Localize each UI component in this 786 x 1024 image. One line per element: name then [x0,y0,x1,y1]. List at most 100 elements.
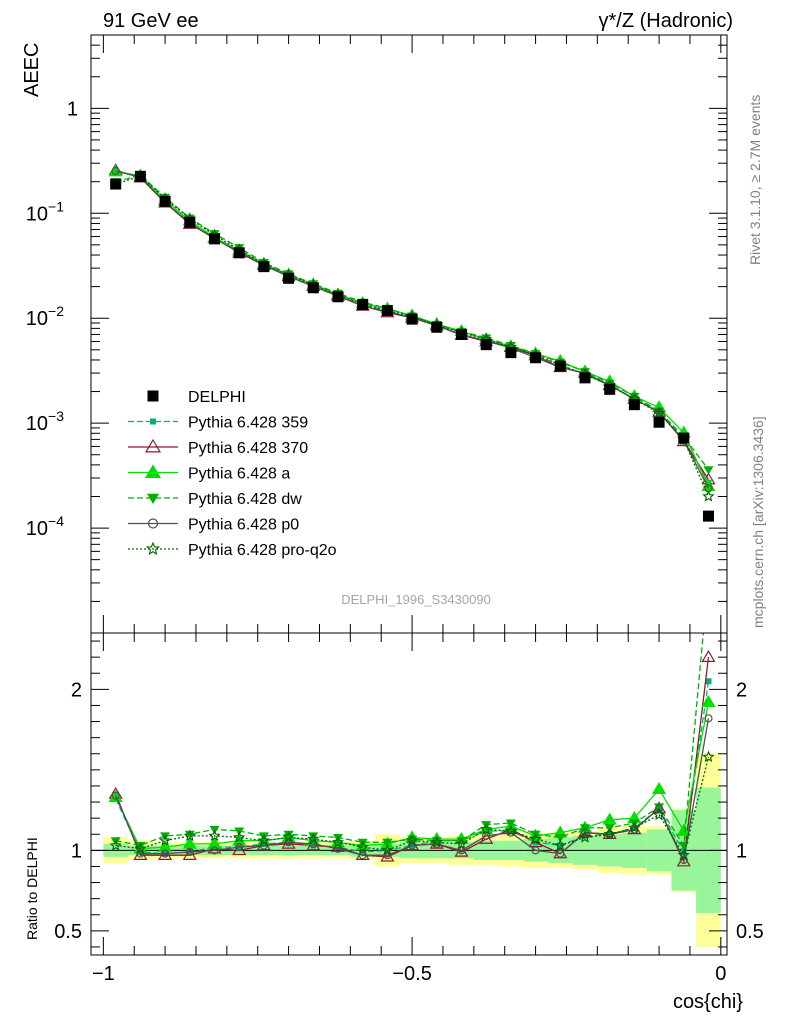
ratio-point [504,824,517,837]
data-point [283,272,295,284]
data-point [357,299,369,311]
ratio-point [505,819,516,828]
ratio-y-tick-label: 2 [71,679,82,701]
legend-marker [147,493,159,504]
ratio-point [333,844,343,853]
ratio-axis-ticks: 0.5 0.5 1 1 2 2 −1 −0.5 0 [54,633,764,985]
data-point [604,383,616,395]
data-point [579,372,591,384]
ratio-point [308,832,319,841]
main-panel-frame [90,34,728,634]
ratio-point [580,828,590,837]
data-point [208,233,220,245]
ratio-point [431,837,442,846]
ratio-point [331,835,345,848]
ratio-point [430,835,443,848]
x-axis-label: cos{chi} [673,991,743,1013]
ratio-point [556,849,565,858]
data-point [233,247,245,259]
data-point [159,195,171,207]
ratio-line [115,681,710,855]
ratio-point [382,838,393,848]
mcplots-label: mcplots.cern.ch [arXiv:1306.3436] [750,416,766,628]
data-point [505,347,517,359]
y-tick-label: 10−4 [26,513,64,540]
ratio-point [158,834,172,846]
ratio-point [282,831,295,843]
legend-marker [147,390,159,402]
ratio-point [603,827,616,840]
data-point [702,510,714,522]
x-tick-label: −1 [92,963,115,985]
rivet-label: Rivet 3.1.10, ≥ 2.7M events [747,95,763,265]
data-point [381,305,393,317]
ratio-point [602,812,617,825]
data-point [184,216,196,228]
data-point [406,313,418,325]
data-point [307,282,319,294]
ratio-point [703,573,713,582]
ratio-point [283,830,294,840]
x-tick-label: 0 [715,963,726,985]
legend-label: Pythia 6.428 p0 [188,517,299,534]
mc-line [115,169,710,480]
ratio-point [677,848,690,861]
y-tick-label: 1 [67,98,78,120]
ratio-point [207,836,222,849]
ratio-point [356,840,369,853]
ratio-point [705,678,712,685]
main-axis-ticks: 10−4 10−3 10−2 10−1 1 [26,34,727,634]
ratio-point [185,847,194,857]
legend-label: Pythia 6.428 370 [188,440,308,457]
ratio-point [381,843,394,856]
ratio-point [208,829,221,842]
ratio-point [680,848,687,855]
data-point [110,178,122,190]
data-point [480,339,492,351]
ratio-point [109,839,122,851]
ratio-y-tick-label: 0.5 [54,921,82,943]
ratio-point [628,821,641,834]
mc-line [115,170,710,484]
ratio-y-tick-label-right: 1 [736,840,747,862]
data-point [678,432,690,444]
legend-label: Pythia 6.428 a [188,466,290,483]
legend-label: Pythia 6.428 pro-q2o [188,542,337,559]
ratio-point [184,830,195,840]
legend-label: DELPHI [188,389,246,406]
y-tick-label: 10−3 [26,408,64,435]
ratio-point [676,823,691,836]
legend-marker [145,541,161,556]
ratio-point [480,822,493,835]
ratio-point [407,835,418,845]
ratio-point [554,839,567,851]
legend-label: Pythia 6.428 dw [188,491,302,508]
ratio-point [578,831,592,843]
ratio-point [704,714,713,723]
legend: DELPHI Pythia 6.428 359 Pythia 6.428 370 Py… [128,389,337,559]
ratio-point [233,831,246,843]
legend-label: Pythia 6.428 359 [188,415,308,432]
ratio-series [108,573,716,867]
mc-point [111,166,120,176]
main-y-label: AEEC [21,43,43,97]
data-point [134,170,146,182]
ratio-point [652,808,666,821]
main-series [108,163,716,522]
data-point [653,416,665,428]
ratio-panel-frame [90,632,728,956]
energy-label: 91 GeV ee [103,10,199,32]
ratio-point [183,829,196,842]
legend-marker [147,518,159,529]
ratio-point [160,849,170,858]
mc-point [703,466,714,475]
ratio-point [701,649,716,662]
mc-point [702,490,715,502]
data-point [554,360,566,372]
ratio-point [432,839,441,849]
ratio-point [358,851,367,860]
ratio-point [210,846,219,855]
y-tick-label: 10−2 [26,303,64,330]
ratio-point [654,804,664,813]
